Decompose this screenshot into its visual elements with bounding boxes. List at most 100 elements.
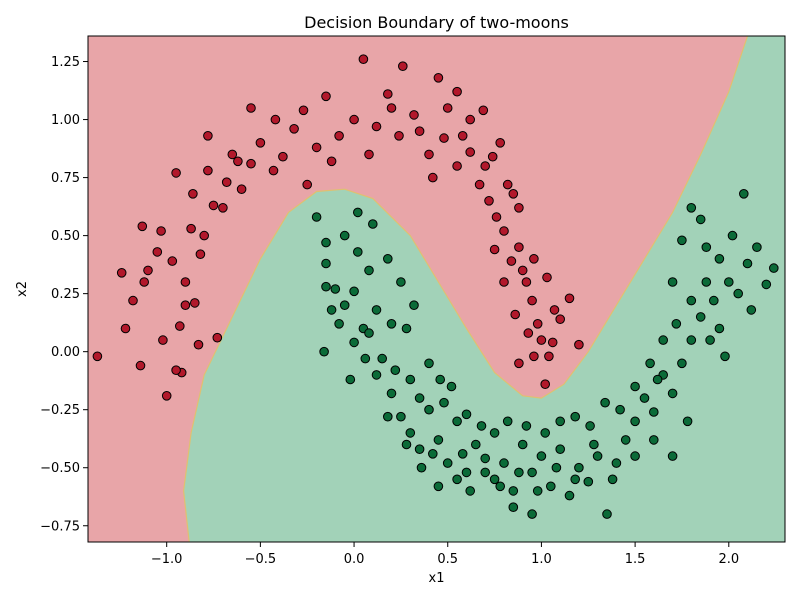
class1-point <box>480 467 491 478</box>
class1-point <box>495 481 506 492</box>
class0-point <box>193 339 204 350</box>
class1-point <box>714 253 725 264</box>
class1-point <box>446 381 457 392</box>
class1-point <box>321 237 331 248</box>
class0-point <box>489 244 500 255</box>
class1-point <box>739 189 749 199</box>
class1-point <box>686 295 697 306</box>
class1-point <box>695 312 706 322</box>
class1-point <box>746 305 757 315</box>
class1-region <box>183 36 785 542</box>
class0-point <box>409 110 419 120</box>
x-axis-label: x1 <box>429 571 445 586</box>
class0-point <box>549 305 560 315</box>
class0-point <box>334 131 344 141</box>
class0-point <box>135 360 146 371</box>
x-tick-label: −1.0 <box>151 552 183 567</box>
class0-point <box>424 149 434 160</box>
class0-point <box>186 223 196 234</box>
class0-point <box>442 103 453 113</box>
class0-point <box>574 339 584 350</box>
class0-point <box>268 165 279 176</box>
class0-point <box>203 165 213 176</box>
class0-point <box>152 247 163 257</box>
class1-point <box>435 374 446 385</box>
class1-point <box>649 407 659 417</box>
class0-point <box>289 124 299 134</box>
class1-point <box>396 411 406 422</box>
class1-point <box>667 451 678 461</box>
class0-point <box>208 200 219 211</box>
y-axis-ticks: −0.75 −0.50 −0.25 0.00 0.25 0.50 0.75 1.00 1.25 <box>40 55 88 534</box>
class1-point <box>416 462 427 473</box>
class1-point <box>592 451 603 461</box>
class1-point <box>514 467 524 478</box>
class0-point <box>564 293 575 304</box>
class0-point <box>502 179 513 190</box>
y-axis-label: x2 <box>15 281 30 297</box>
class1-point <box>611 458 622 468</box>
class1-point <box>480 453 491 464</box>
class0-point <box>246 158 256 169</box>
class1-point <box>705 335 715 345</box>
class1-point <box>546 481 556 492</box>
class1-point <box>368 219 378 229</box>
class1-point <box>489 474 500 485</box>
class1-point <box>405 374 416 385</box>
class1-point <box>371 370 382 380</box>
class0-point <box>527 295 537 306</box>
class0-point <box>92 351 103 362</box>
class1-point <box>630 381 640 392</box>
class1-point <box>353 207 363 218</box>
class0-point <box>532 319 543 329</box>
class1-point <box>555 444 566 455</box>
x-tick-label: −0.5 <box>245 552 277 567</box>
class1-point <box>742 258 753 269</box>
class1-point <box>409 300 419 311</box>
class0-point <box>383 89 393 99</box>
class0-point <box>452 161 462 171</box>
class1-point <box>649 435 659 445</box>
class0-point <box>270 114 281 125</box>
class0-point <box>236 184 247 194</box>
y-tick-label: 1.00 <box>51 113 80 128</box>
class0-point <box>457 131 468 141</box>
class1-point <box>414 393 425 403</box>
class0-point <box>190 298 200 308</box>
class1-point <box>701 242 712 252</box>
data-points <box>92 54 779 519</box>
class0-point <box>218 203 228 213</box>
class1-point <box>508 502 519 513</box>
y-tick-label: −0.75 <box>40 519 80 534</box>
class1-point <box>570 474 581 485</box>
class1-point <box>564 490 575 501</box>
class0-point <box>364 149 374 160</box>
x-tick-label: 0.0 <box>344 552 365 567</box>
class0-point <box>199 230 209 241</box>
y-tick-label: 0.25 <box>51 287 80 302</box>
class1-point <box>667 388 678 399</box>
class1-point <box>386 319 397 329</box>
plot-frame <box>87 35 786 543</box>
class1-point <box>471 439 481 450</box>
class1-point <box>401 323 412 334</box>
class0-point <box>302 179 313 190</box>
class1-point <box>499 458 509 468</box>
class0-point <box>514 242 524 252</box>
class1-point <box>585 421 595 431</box>
class1-point <box>364 265 374 276</box>
y-tick-label: 1.25 <box>51 55 80 70</box>
class1-point <box>695 214 706 225</box>
class1-point <box>607 474 618 485</box>
class1-point <box>769 263 779 273</box>
class1-point <box>414 444 425 455</box>
class0-point <box>510 309 521 320</box>
class0-point <box>203 131 213 141</box>
chart-title: Decision Boundary of two-moons <box>304 13 569 32</box>
class1-point <box>532 486 543 496</box>
class0-point <box>120 323 131 334</box>
class1-point <box>401 439 412 450</box>
class0-point <box>452 86 462 97</box>
class0-point <box>433 73 444 83</box>
class0-point <box>180 277 191 287</box>
